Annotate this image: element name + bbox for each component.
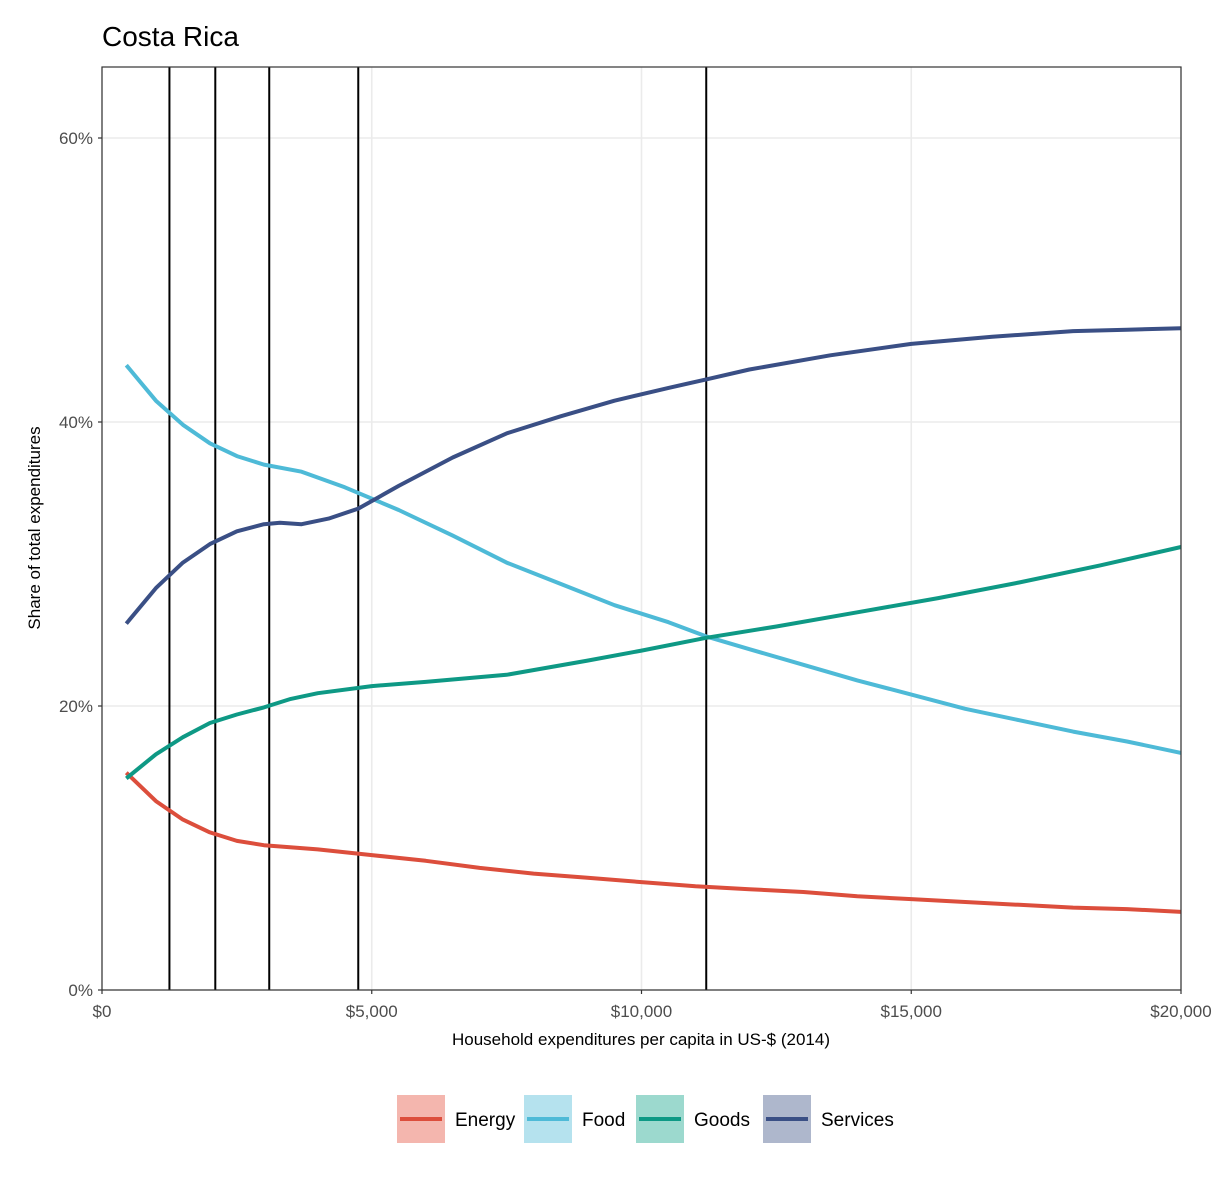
y-tick-label: 40% [59,413,93,432]
legend-label: Food [582,1110,625,1131]
legend-item-energy: Energy [397,1095,516,1143]
x-axis-title: Household expenditures per capita in US-… [452,1030,830,1049]
x-tick-label: $10,000 [611,1002,672,1021]
x-tick-label: $5,000 [346,1002,398,1021]
chart-title: Costa Rica [102,21,239,52]
y-axis-ticks: 0% 20% 40% 60% [59,129,102,1000]
y-axis-title: Share of total expenditures [25,426,44,629]
series-line-services [124,326,1182,625]
y-tick-label: 0% [68,981,93,1000]
legend-item-services: Services [763,1095,894,1143]
series-line-food [124,363,1182,755]
legend: Energy Food Goods Services [397,1095,894,1143]
series-lines [124,326,1182,914]
y-tick-label: 60% [59,129,93,148]
legend-label: Energy [455,1110,516,1131]
legend-item-goods: Goods [636,1095,750,1143]
x-axis-ticks: $0 $5,000 $10,000 $15,000 $20,000 [93,990,1212,1021]
x-tick-label: $0 [93,1002,112,1021]
x-tick-label: $20,000 [1150,1002,1211,1021]
reference-lines [168,67,708,990]
series-line-goods [125,545,1182,780]
x-tick-label: $15,000 [881,1002,942,1021]
y-tick-label: 20% [59,697,93,716]
grid-lines [101,67,1182,991]
legend-label: Services [821,1110,894,1131]
series-line-energy [124,771,1182,914]
legend-label: Goods [694,1110,750,1131]
legend-item-food: Food [524,1095,625,1143]
